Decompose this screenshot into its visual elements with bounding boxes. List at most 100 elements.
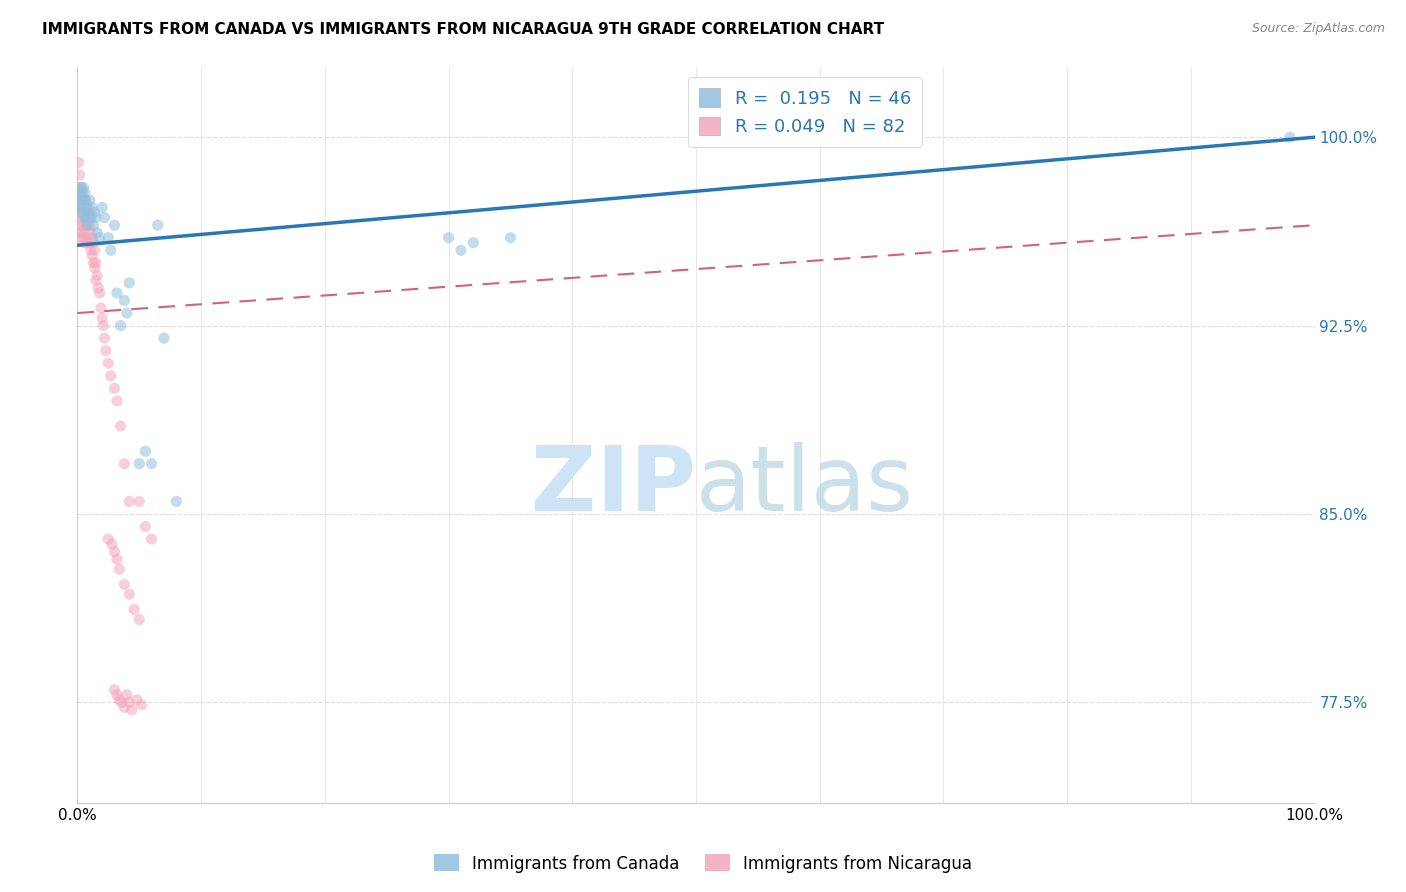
Point (91, 318, 114, 333)
Point (82, 256, 104, 270)
Point (73, 235, 96, 250)
Point (72, 230, 94, 244)
Point (75, 211, 97, 225)
Point (437, 230, 460, 244)
Point (77, 211, 100, 225)
Point (97, 230, 120, 244)
Point (93, 211, 115, 225)
Point (84, 273, 107, 287)
Point (94, 343, 117, 358)
Point (128, 612, 150, 626)
Point (100, 368, 122, 383)
Text: Source: ZipAtlas.com: Source: ZipAtlas.com (1251, 22, 1385, 36)
Point (69, 201, 91, 215)
Point (67, 180, 90, 194)
Point (90, 301, 112, 315)
Point (69, 186, 91, 200)
Point (91, 201, 114, 215)
Point (91, 311, 114, 326)
Point (70, 193, 93, 207)
Legend: Immigrants from Canada, Immigrants from Nicaragua: Immigrants from Canada, Immigrants from … (427, 847, 979, 880)
Text: ZIP: ZIP (531, 442, 696, 531)
Point (87, 281, 110, 295)
Point (108, 562, 131, 576)
Point (1278, 130, 1301, 145)
Point (72, 201, 94, 215)
Point (134, 519, 156, 533)
Point (72, 211, 94, 225)
Text: IMMIGRANTS FROM CANADA VS IMMIGRANTS FROM NICARAGUA 9TH GRADE CORRELATION CHART: IMMIGRANTS FROM CANADA VS IMMIGRANTS FRO… (42, 22, 884, 37)
Point (112, 700, 135, 714)
Point (76, 218, 98, 232)
Point (118, 494, 141, 508)
Point (105, 285, 128, 300)
Point (83, 260, 105, 275)
Point (79, 218, 101, 232)
Point (97, 356, 120, 370)
Point (108, 693, 131, 707)
Point (86, 226, 108, 240)
Point (105, 688, 128, 702)
Point (67, 193, 90, 207)
Point (100, 244, 122, 258)
Point (73, 186, 96, 200)
Point (72, 186, 94, 200)
Point (134, 444, 156, 458)
Point (84, 211, 107, 225)
Point (103, 682, 125, 697)
Point (82, 230, 104, 244)
Point (67, 155, 90, 169)
Point (80, 226, 103, 240)
Point (70, 205, 93, 219)
Point (86, 268, 108, 283)
Point (97, 532, 120, 546)
Point (70, 193, 93, 207)
Point (82, 218, 104, 232)
Point (72, 205, 94, 219)
Point (103, 218, 125, 232)
Point (70, 230, 93, 244)
Point (69, 201, 91, 215)
Point (76, 205, 98, 219)
Point (73, 193, 96, 207)
Point (101, 537, 124, 551)
Point (72, 193, 94, 207)
Point (118, 276, 141, 290)
Point (111, 695, 134, 709)
Point (463, 235, 485, 250)
Point (75, 211, 97, 225)
Point (153, 331, 176, 345)
Point (72, 186, 94, 200)
Point (450, 244, 472, 258)
Point (69, 226, 91, 240)
Text: atlas: atlas (696, 442, 914, 531)
Point (105, 552, 128, 566)
Point (67, 205, 90, 219)
Point (115, 688, 138, 702)
Point (82, 248, 104, 262)
Point (499, 230, 522, 244)
Point (73, 218, 96, 232)
Point (89, 230, 111, 244)
Point (141, 532, 163, 546)
Point (69, 211, 91, 225)
Point (82, 201, 104, 215)
Point (79, 193, 101, 207)
Point (73, 205, 96, 219)
Point (122, 602, 145, 616)
Point (70, 180, 93, 194)
Point (75, 201, 97, 215)
Point (72, 180, 94, 194)
Point (115, 306, 138, 320)
Point (84, 256, 107, 270)
Point (125, 693, 148, 707)
Point (146, 218, 169, 232)
Point (110, 318, 132, 333)
Point (73, 211, 96, 225)
Point (128, 494, 150, 508)
Point (121, 703, 143, 717)
Point (70, 180, 93, 194)
Point (112, 293, 135, 308)
Point (72, 193, 94, 207)
Point (131, 698, 153, 712)
